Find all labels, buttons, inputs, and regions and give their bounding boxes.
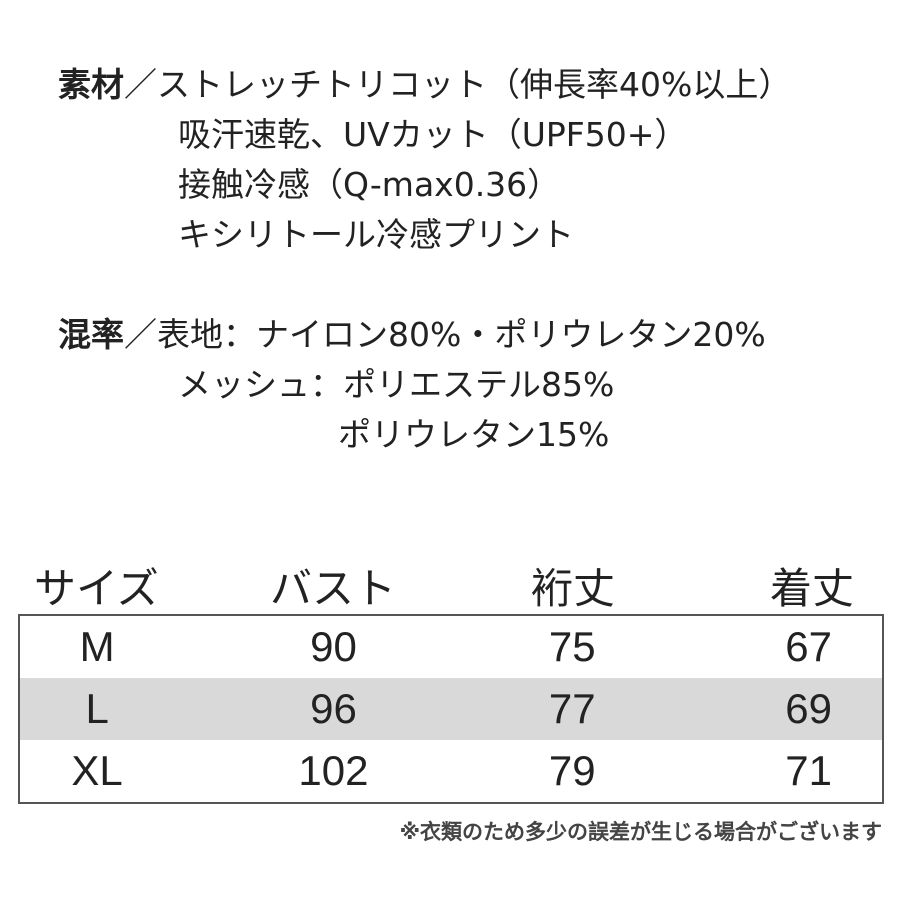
blend-line-2: メッシュ：ポリエステル85% bbox=[178, 365, 615, 404]
material-line-1: 素材／ストレッチトリコット（伸長率40%以上） bbox=[58, 68, 791, 101]
header-length: 着丈 bbox=[769, 563, 854, 613]
cell-size: XL bbox=[71, 747, 123, 794]
material-separator: ／ bbox=[124, 65, 157, 104]
cell-size: M bbox=[79, 623, 115, 670]
size-table-body: M 90 75 67 L 96 77 69 XL 102 79 71 bbox=[18, 614, 884, 804]
cell-bust: 90 bbox=[310, 623, 357, 670]
table-row: L 96 77 69 bbox=[20, 678, 882, 740]
cell-bust: 102 bbox=[298, 747, 369, 794]
size-table: サイズ バスト 裄丈 着丈 M 90 75 67 L 96 77 69 XL 1… bbox=[18, 556, 884, 804]
cell-size: L bbox=[85, 685, 109, 732]
material-line-4: キシリトール冷感プリント bbox=[178, 215, 574, 254]
disclaimer-note: ※衣類のため多少の誤差が生じる場合がございます bbox=[399, 820, 882, 844]
blend-separator: ／ bbox=[124, 315, 157, 354]
cell-sleeve: 77 bbox=[548, 685, 596, 732]
header-size: サイズ bbox=[34, 563, 159, 613]
cell-length: 71 bbox=[785, 747, 832, 794]
header-sleeve: 裄丈 bbox=[530, 563, 615, 613]
cell-sleeve: 75 bbox=[548, 623, 596, 670]
blend-text-1: 表地：ナイロン80%・ポリウレタン20% bbox=[157, 315, 766, 354]
table-row: M 90 75 67 bbox=[20, 616, 882, 678]
cell-sleeve: 79 bbox=[548, 747, 596, 794]
material-label: 素材 bbox=[58, 65, 124, 104]
material-line-2: 吸汗速乾、UVカット（UPF50+） bbox=[178, 115, 688, 154]
blend-line-1: 混率／表地：ナイロン80%・ポリウレタン20% bbox=[58, 318, 766, 351]
table-row: XL 102 79 71 bbox=[20, 740, 882, 802]
material-line-3: 接触冷感（Q-max0.36） bbox=[178, 165, 561, 204]
cell-length: 69 bbox=[785, 685, 832, 732]
size-table-header: サイズ バスト 裄丈 着丈 bbox=[18, 556, 884, 614]
blend-label: 混率 bbox=[58, 315, 124, 354]
blend-line-3: ポリウレタン15% bbox=[338, 415, 610, 454]
cell-length: 67 bbox=[785, 623, 832, 670]
header-bust: バスト bbox=[269, 563, 396, 613]
material-text-1: ストレッチトリコット（伸長率40%以上） bbox=[157, 65, 792, 104]
cell-bust: 96 bbox=[310, 685, 357, 732]
